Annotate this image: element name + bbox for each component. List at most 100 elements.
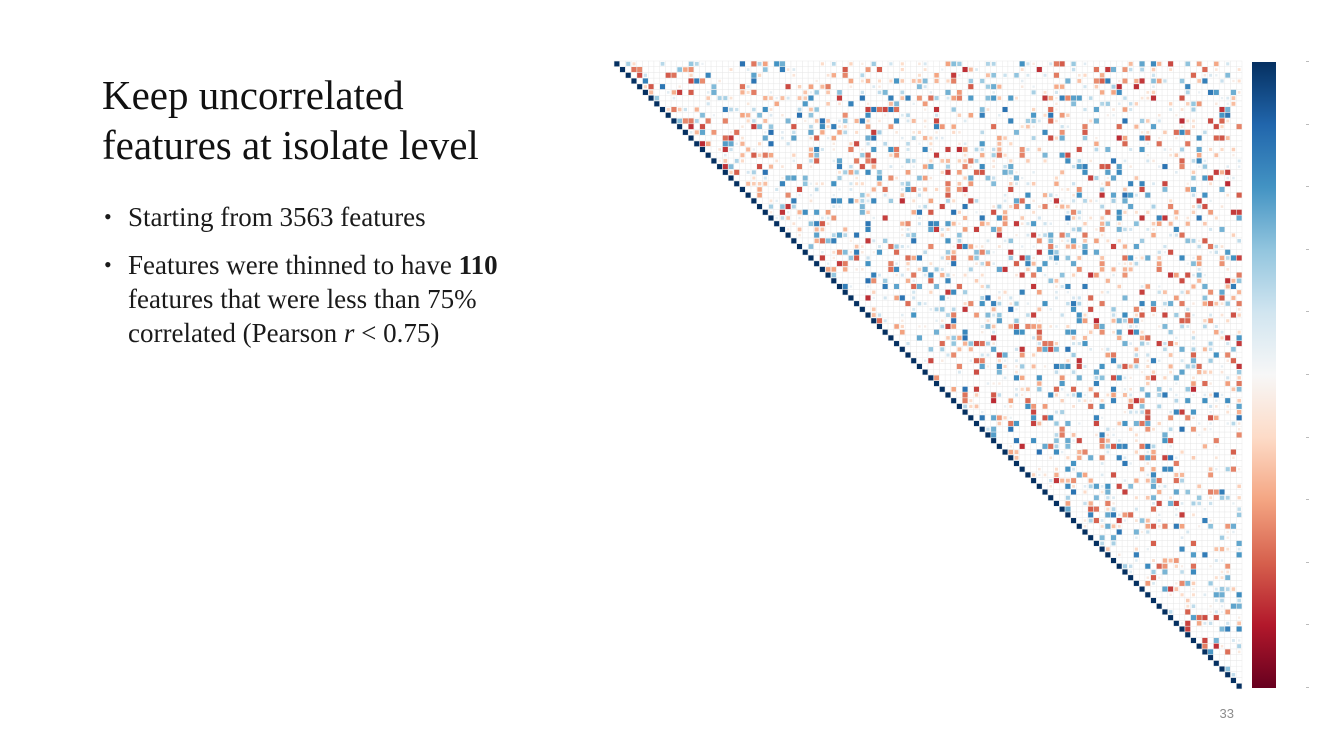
heatmap-grid-cell bbox=[1087, 192, 1094, 199]
heatmap-cell bbox=[1049, 199, 1052, 203]
heatmap-cell bbox=[1156, 141, 1162, 147]
heatmap-grid-cell bbox=[1036, 60, 1043, 67]
heatmap-grid-cell bbox=[973, 77, 980, 85]
heatmap-cell bbox=[933, 226, 940, 232]
heatmap-grid-cell bbox=[1139, 169, 1146, 176]
heatmap-grid-cell bbox=[853, 123, 860, 130]
heatmap-grid-cell bbox=[859, 157, 866, 164]
heatmap-grid-cell bbox=[1036, 152, 1043, 159]
heatmap-cell bbox=[1019, 198, 1025, 204]
heatmap-grid-cell bbox=[1127, 123, 1134, 130]
heatmap-grid-cell bbox=[1087, 254, 1094, 262]
heatmap-grid-cell bbox=[1150, 174, 1157, 182]
heatmap-grid-cell bbox=[1099, 83, 1106, 90]
heatmap-grid-cell bbox=[1167, 283, 1174, 290]
heatmap-grid-cell bbox=[1041, 249, 1049, 256]
heatmap-grid-cell bbox=[688, 100, 695, 107]
heatmap-cell bbox=[1043, 222, 1047, 226]
heatmap-grid-cell bbox=[1139, 203, 1146, 210]
heatmap-grid-cell bbox=[1002, 89, 1009, 96]
heatmap-grid-cell bbox=[893, 135, 900, 142]
heatmap-grid-cell bbox=[762, 100, 769, 107]
heatmap-cell bbox=[1065, 78, 1071, 84]
heatmap-grid-cell bbox=[922, 277, 929, 284]
heatmap-cell bbox=[1162, 215, 1168, 221]
heatmap-cell bbox=[1093, 106, 1099, 113]
heatmap-grid-cell bbox=[1213, 77, 1220, 85]
heatmap-grid-cell bbox=[1030, 140, 1037, 147]
heatmap-grid-cell bbox=[1087, 112, 1094, 119]
heatmap-grid-cell bbox=[785, 123, 792, 130]
heatmap-grid-cell bbox=[836, 83, 843, 90]
heatmap-grid-cell bbox=[990, 169, 997, 176]
heatmap-grid-cell bbox=[756, 89, 763, 96]
heatmap-grid-cell bbox=[1064, 249, 1071, 256]
heatmap-cell bbox=[1026, 267, 1030, 272]
heatmap-grid-cell bbox=[830, 83, 837, 90]
heatmap-cell bbox=[998, 113, 1001, 117]
heatmap-grid-cell bbox=[1224, 214, 1231, 222]
heatmap-grid-cell bbox=[1024, 169, 1031, 176]
heatmap-grid-cell bbox=[830, 112, 837, 119]
heatmap-grid-cell bbox=[1196, 174, 1203, 182]
heatmap-grid-cell bbox=[870, 254, 877, 262]
heatmap-grid-cell bbox=[1070, 157, 1077, 164]
heatmap-grid-cell bbox=[1002, 123, 1009, 130]
heatmap-cell bbox=[911, 186, 917, 193]
heatmap-grid-cell bbox=[1013, 277, 1020, 284]
heatmap-grid-cell bbox=[1093, 163, 1100, 170]
heatmap-grid-cell bbox=[1007, 89, 1014, 96]
heatmap-grid-cell bbox=[1218, 192, 1226, 199]
heatmap-cell bbox=[1140, 131, 1144, 134]
heatmap-grid-cell bbox=[1236, 283, 1243, 290]
heatmap-grid-cell bbox=[1076, 283, 1083, 290]
heatmap-grid-cell bbox=[807, 140, 815, 147]
heatmap-grid-cell bbox=[1104, 197, 1111, 204]
heatmap-grid-cell bbox=[1144, 174, 1151, 182]
heatmap-grid-cell bbox=[973, 135, 980, 142]
heatmap-grid-cell bbox=[1121, 83, 1129, 90]
heatmap-grid-cell bbox=[933, 260, 940, 267]
heatmap-cell bbox=[831, 181, 837, 187]
heatmap-grid-cell bbox=[1064, 72, 1071, 79]
heatmap-grid-cell bbox=[813, 169, 820, 176]
heatmap-grid-cell bbox=[1087, 226, 1094, 233]
heatmap-grid-cell bbox=[859, 129, 866, 136]
heatmap-cell bbox=[1072, 193, 1075, 197]
heatmap-cell bbox=[808, 244, 814, 249]
heatmap-grid-cell bbox=[876, 157, 883, 164]
heatmap-grid-cell bbox=[962, 277, 969, 284]
heatmap-cell bbox=[1009, 159, 1013, 163]
heatmap-grid-cell bbox=[904, 163, 912, 170]
heatmap-grid-cell bbox=[973, 203, 980, 210]
heatmap-cell bbox=[729, 96, 733, 100]
heatmap-grid-cell bbox=[1156, 89, 1163, 96]
heatmap-cell bbox=[1230, 255, 1237, 261]
heatmap-cell bbox=[1220, 147, 1224, 152]
heatmap-grid-cell bbox=[790, 214, 797, 222]
heatmap-grid-cell bbox=[1087, 243, 1094, 250]
heatmap-grid-cell bbox=[1007, 106, 1014, 113]
heatmap-cell bbox=[1002, 106, 1008, 113]
heatmap-grid-cell bbox=[847, 243, 854, 250]
heatmap-cell bbox=[842, 66, 848, 73]
heatmap-grid-cell bbox=[648, 77, 655, 85]
heatmap-grid-cell bbox=[939, 72, 946, 79]
heatmap-grid-cell bbox=[1133, 112, 1140, 119]
heatmap-grid-cell bbox=[1218, 283, 1226, 290]
heatmap-grid-cell bbox=[836, 243, 843, 250]
heatmap-grid-cell bbox=[984, 66, 992, 73]
heatmap-diagonal-cell bbox=[665, 112, 671, 118]
heatmap-grid-cell bbox=[876, 146, 883, 153]
heatmap-cell bbox=[1139, 135, 1145, 141]
heatmap-grid-cell bbox=[1121, 277, 1129, 284]
heatmap-cell bbox=[1071, 244, 1076, 249]
heatmap-cell bbox=[1213, 135, 1219, 141]
heatmap-grid-cell bbox=[1213, 146, 1220, 153]
heatmap-grid-cell bbox=[1156, 83, 1163, 90]
heatmap-grid-cell bbox=[825, 163, 832, 170]
heatmap-cell bbox=[1032, 199, 1035, 203]
heatmap-grid-cell bbox=[1184, 254, 1191, 262]
heatmap-grid-cell bbox=[1110, 140, 1117, 147]
heatmap-grid-cell bbox=[762, 146, 769, 153]
